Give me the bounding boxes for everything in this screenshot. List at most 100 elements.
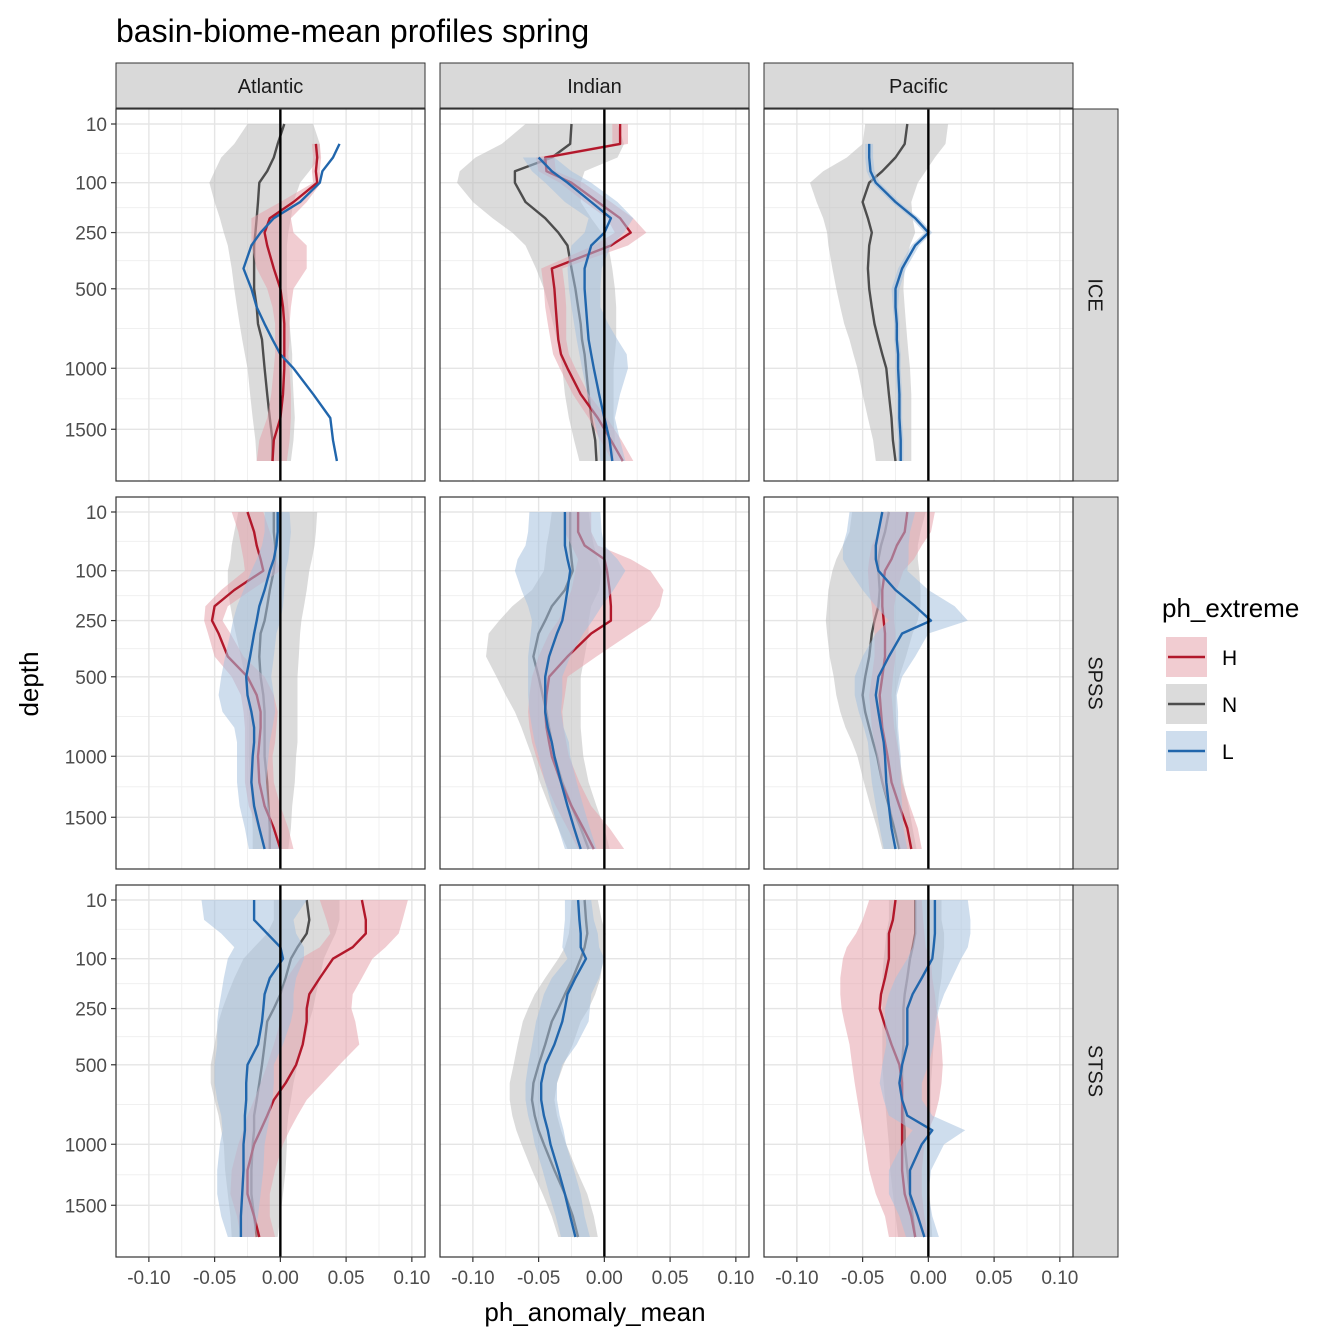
legend-item-H: H bbox=[1166, 637, 1237, 677]
panel-atlantic-ice: 10 100 250 500 1000 1500 bbox=[65, 108, 426, 482]
line-L bbox=[544, 512, 582, 850]
line-L bbox=[244, 512, 279, 850]
panel-indian-spss bbox=[439, 496, 750, 870]
series-layer bbox=[825, 511, 968, 850]
ribbon-L bbox=[522, 157, 634, 461]
panel-pacific-ice bbox=[763, 108, 1074, 482]
ribbon-H bbox=[230, 900, 408, 1237]
facet-strip-atlantic bbox=[115, 62, 426, 109]
y-tick-label: 1500 bbox=[65, 420, 107, 441]
facet-strip-label: ICE bbox=[1084, 278, 1106, 311]
ribbon-L bbox=[842, 512, 968, 849]
facet-strip-ice bbox=[1072, 108, 1119, 482]
ribbon-N bbox=[810, 124, 949, 461]
y-tick-label: 100 bbox=[75, 174, 107, 195]
panel-border bbox=[439, 496, 750, 870]
chart-title: basin-biome-mean profiles spring bbox=[116, 13, 589, 49]
x-axis-title: ph_anomaly_mean bbox=[484, 1297, 705, 1327]
x-tick-label: 0.10 bbox=[717, 1268, 754, 1289]
legend-item-N: N bbox=[1166, 684, 1237, 724]
panel-atlantic-spss: 10 100 250 500 1000 1500 bbox=[65, 496, 426, 870]
panels-layer: Atlantic Indian Pacific ICE SPSS STSS 10 100 250… bbox=[65, 62, 1119, 1289]
facet-strip-indian bbox=[439, 62, 750, 109]
y-tick-label: 10 bbox=[86, 891, 107, 912]
panel-border bbox=[439, 884, 750, 1258]
panel-border bbox=[763, 884, 1074, 1258]
panel-border bbox=[115, 496, 426, 870]
x-tick-label: -0.10 bbox=[775, 1268, 818, 1289]
legend-label: L bbox=[1222, 741, 1234, 764]
ribbon-L bbox=[879, 900, 971, 1237]
y-tick-label: 1500 bbox=[65, 1196, 107, 1217]
panel-border bbox=[763, 108, 1074, 482]
facet-strip-label: Indian bbox=[567, 76, 622, 98]
panel-indian-stss: -0.10 -0.05 0.00 0.05 0.10 bbox=[439, 884, 754, 1289]
panel-border bbox=[115, 108, 426, 482]
y-tick-label: 1000 bbox=[65, 747, 107, 768]
facet-strip-label: Atlantic bbox=[238, 76, 304, 98]
y-tick-label: 500 bbox=[75, 1056, 107, 1077]
facet-strip-stss bbox=[1072, 884, 1119, 1258]
legend-label: N bbox=[1222, 694, 1237, 717]
facet-strip-spss bbox=[1072, 496, 1119, 870]
legend: ph_extreme H N L bbox=[1162, 593, 1299, 771]
panel-border bbox=[763, 496, 1074, 870]
x-tick-label: 0.10 bbox=[1041, 1268, 1078, 1289]
ribbon-L bbox=[514, 512, 626, 849]
ribbon-L bbox=[218, 512, 291, 849]
x-tick-label: -0.10 bbox=[451, 1268, 494, 1289]
ribbon-L bbox=[525, 900, 605, 1237]
x-tick-label: -0.05 bbox=[193, 1268, 236, 1289]
series-layer bbox=[204, 511, 318, 850]
y-tick-label: 1000 bbox=[65, 1135, 107, 1156]
panel-pacific-stss: -0.10 -0.05 0.00 0.05 0.10 bbox=[763, 884, 1078, 1289]
line-L bbox=[242, 143, 341, 462]
x-tick-label: -0.05 bbox=[841, 1268, 884, 1289]
x-tick-label: 0.05 bbox=[976, 1268, 1013, 1289]
x-tick-label: 0.10 bbox=[393, 1268, 430, 1289]
facet-strip-label: STSS bbox=[1084, 1045, 1106, 1097]
series-layer bbox=[810, 123, 949, 462]
panel-pacific-spss bbox=[763, 496, 1074, 870]
series-layer bbox=[457, 123, 647, 462]
series-layer bbox=[509, 899, 606, 1238]
line-L bbox=[874, 511, 933, 850]
line-L bbox=[898, 900, 937, 1238]
x-tick-label: 0.00 bbox=[262, 1268, 299, 1289]
x-tick-label: -0.10 bbox=[127, 1268, 170, 1289]
line-L bbox=[540, 899, 588, 1238]
y-tick-label: 500 bbox=[75, 668, 107, 689]
y-tick-label: 100 bbox=[75, 950, 107, 971]
y-axis-title: depth bbox=[14, 651, 44, 716]
panel-border bbox=[115, 884, 426, 1258]
line-N bbox=[252, 123, 286, 461]
y-tick-label: 1000 bbox=[65, 359, 107, 380]
facet-strip-pacific bbox=[763, 62, 1074, 109]
line-L bbox=[537, 156, 614, 462]
y-tick-label: 10 bbox=[86, 503, 107, 524]
legend-keys: H N L bbox=[1166, 637, 1237, 771]
y-tick-label: 250 bbox=[75, 224, 107, 245]
facet-strip-label: Pacific bbox=[889, 76, 948, 98]
y-tick-label: 250 bbox=[75, 1000, 107, 1021]
x-tick-label: 0.00 bbox=[910, 1268, 947, 1289]
x-tick-label: 0.05 bbox=[652, 1268, 689, 1289]
y-tick-label: 100 bbox=[75, 562, 107, 583]
x-tick-label: 0.05 bbox=[328, 1268, 365, 1289]
y-tick-label: 250 bbox=[75, 612, 107, 633]
facet-strip-label: SPSS bbox=[1084, 656, 1106, 709]
panel-atlantic-stss: 10 100 250 500 1000 1500 -0.10 -0.05 0.00 0.05 0.1… bbox=[65, 884, 430, 1289]
panel-border bbox=[439, 108, 750, 482]
x-tick-label: 0.00 bbox=[586, 1268, 623, 1289]
x-tick-label: -0.05 bbox=[517, 1268, 560, 1289]
y-tick-label: 500 bbox=[75, 280, 107, 301]
legend-title: ph_extreme bbox=[1162, 593, 1299, 623]
line-N bbox=[861, 123, 909, 462]
legend-item-L: L bbox=[1166, 731, 1234, 771]
panel-background bbox=[764, 497, 1073, 869]
series-layer bbox=[486, 512, 664, 850]
panel-indian-ice bbox=[439, 108, 750, 482]
legend-label: H bbox=[1222, 647, 1237, 670]
y-tick-label: 1500 bbox=[65, 808, 107, 829]
